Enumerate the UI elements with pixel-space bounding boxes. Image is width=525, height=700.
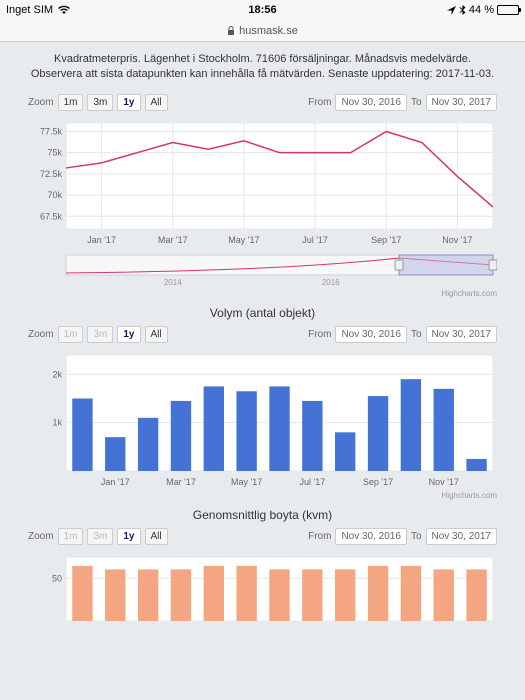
wifi-icon [57, 5, 71, 15]
svg-text:70k: 70k [47, 190, 62, 200]
zoom-1y-button[interactable]: 1y [117, 94, 140, 111]
battery-icon [497, 5, 519, 15]
svg-text:67.5k: 67.5k [40, 211, 63, 221]
svg-text:Sep '17: Sep '17 [363, 477, 393, 487]
svg-text:75k: 75k [47, 147, 62, 157]
zoom2-all-button[interactable]: All [145, 326, 168, 343]
svg-text:Jan '17: Jan '17 [87, 235, 116, 245]
svg-text:Mar '17: Mar '17 [166, 477, 196, 487]
zoom2-1m-button[interactable]: 1m [58, 326, 84, 343]
svg-text:Mar '17: Mar '17 [158, 235, 188, 245]
zoom3-3m-button[interactable]: 3m [87, 528, 113, 545]
svg-text:2016: 2016 [322, 278, 340, 287]
zoom-label-3: Zoom [28, 531, 54, 542]
from-label-3: From [308, 531, 331, 542]
page-title: Kvadratmeterpris. Lägenhet i Stockholm. … [28, 52, 497, 82]
zoom3-1y-button[interactable]: 1y [117, 528, 140, 545]
svg-text:Nov '17: Nov '17 [442, 235, 472, 245]
zoom-label-2: Zoom [28, 329, 54, 340]
status-bar: Inget SIM 18:56 44 % [0, 0, 525, 20]
location-icon [447, 6, 456, 15]
zoom2-1y-button[interactable]: 1y [117, 326, 140, 343]
lock-icon [227, 26, 235, 36]
from-date-input-3[interactable]: Nov 30, 2016 [335, 528, 407, 545]
zoom-1m-button[interactable]: 1m [58, 94, 84, 111]
zoom-3m-button[interactable]: 3m [87, 94, 113, 111]
url-bar[interactable]: husmask.se [0, 20, 525, 42]
from-label-2: From [308, 329, 331, 340]
subtitle-volume: Volym (antal objekt) [28, 306, 497, 320]
from-date-input-2[interactable]: Nov 30, 2016 [335, 326, 407, 343]
to-date-input[interactable]: Nov 30, 2017 [426, 94, 498, 111]
credit-1: Highcharts.com [28, 289, 497, 298]
to-date-input-3[interactable]: Nov 30, 2017 [426, 528, 498, 545]
to-label: To [411, 97, 422, 108]
to-label-2: To [411, 329, 422, 340]
chart2: 1k 2k Jan '17 Mar '17 May '17 Jul '17 Sep '17 N… [28, 349, 497, 489]
page-content: Kvadratmeterpris. Lägenhet i Stockholm. … [0, 42, 525, 621]
zoom2-3m-button[interactable]: 3m [87, 326, 113, 343]
clock: 18:56 [177, 4, 348, 16]
to-date-input-2[interactable]: Nov 30, 2017 [426, 326, 498, 343]
carrier-text: Inget SIM [6, 4, 53, 16]
zoom-label: Zoom [28, 97, 54, 108]
chart3-controls: Zoom 1m 3m 1y All From Nov 30, 2016 To N… [28, 528, 497, 545]
svg-text:2k: 2k [52, 369, 62, 379]
bluetooth-icon [459, 5, 466, 16]
zoom3-1m-button[interactable]: 1m [58, 528, 84, 545]
chart2-controls: Zoom 1m 3m 1y All From Nov 30, 2016 To N… [28, 326, 497, 343]
from-date-input[interactable]: Nov 30, 2016 [335, 94, 407, 111]
credit-2: Highcharts.com [28, 491, 497, 500]
svg-text:Nov '17: Nov '17 [429, 477, 459, 487]
svg-text:2014: 2014 [164, 278, 182, 287]
chart3: 50 [28, 551, 497, 621]
svg-text:Sep '17: Sep '17 [371, 235, 401, 245]
battery-pct: 44 % [469, 4, 494, 16]
from-label: From [308, 97, 331, 108]
svg-text:Jan '17: Jan '17 [101, 477, 130, 487]
chart1-controls: Zoom 1m 3m 1y All From Nov 30, 2016 To N… [28, 94, 497, 111]
svg-text:72.5k: 72.5k [40, 169, 63, 179]
svg-text:50: 50 [52, 573, 62, 583]
zoom-all-button[interactable]: All [145, 94, 168, 111]
subtitle-area: Genomsnittlig boyta (kvm) [28, 508, 497, 522]
svg-text:May '17: May '17 [228, 235, 259, 245]
zoom3-all-button[interactable]: All [145, 528, 168, 545]
chart1: 67.5k 70k 72.5k 75k 77.5k Jan '17 Mar '17 May '… [28, 117, 497, 247]
chart1-navigator[interactable]: 2014 2016 [28, 253, 497, 287]
to-label-3: To [411, 531, 422, 542]
svg-text:1k: 1k [52, 417, 62, 427]
svg-text:77.5k: 77.5k [40, 126, 63, 136]
svg-text:May '17: May '17 [231, 477, 262, 487]
url-text: husmask.se [239, 25, 298, 37]
svg-text:Jul '17: Jul '17 [302, 235, 328, 245]
svg-text:Jul '17: Jul '17 [299, 477, 325, 487]
